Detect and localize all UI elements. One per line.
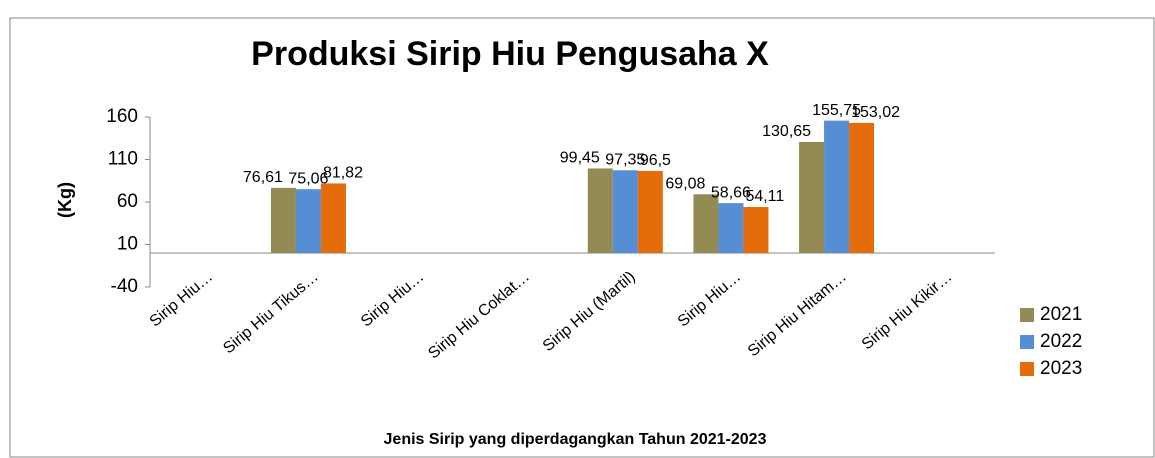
data-label: 153,02	[851, 104, 900, 121]
data-label: 69,08	[665, 176, 705, 193]
legend-swatch	[1020, 308, 1034, 322]
bar	[824, 120, 850, 253]
y-tick-label: 160	[106, 106, 138, 127]
data-label: 130,65	[762, 123, 811, 140]
bar	[612, 170, 638, 253]
data-label: 99,45	[560, 150, 600, 167]
legend-swatch	[1020, 362, 1034, 376]
bar	[270, 187, 296, 253]
bar	[320, 183, 346, 253]
bar	[637, 170, 663, 253]
data-label: 54,11	[745, 188, 784, 205]
bar	[295, 189, 321, 253]
bar	[743, 207, 769, 253]
bar	[799, 141, 825, 253]
legend-label: 2021	[1040, 304, 1082, 325]
data-label: 155,75	[812, 102, 861, 119]
bar	[849, 122, 875, 253]
chart-frame	[9, 17, 1155, 458]
bar	[718, 203, 744, 253]
data-label: 81,82	[323, 165, 363, 182]
y-axis-title: (Kg)	[55, 182, 75, 218]
data-label: 96,5	[640, 152, 671, 169]
chart-title: Produksi Sirip Hiu Pengusaha X	[251, 35, 769, 73]
y-tick-label: 110	[108, 149, 138, 170]
x-axis-title: Jenis Sirip yang diperdagangkan Tahun 20…	[384, 431, 767, 448]
y-tick-label: 60	[117, 191, 138, 212]
data-label: 58,66	[711, 184, 751, 201]
bar	[587, 168, 613, 253]
y-tick-label: -40	[111, 276, 138, 297]
data-label: 97,35	[605, 151, 645, 168]
legend-label: 2023	[1040, 358, 1082, 379]
legend-swatch	[1020, 335, 1034, 349]
legend-label: 2022	[1040, 331, 1082, 352]
bar	[693, 194, 719, 253]
y-tick-label: 10	[117, 234, 138, 255]
data-label: 76,61	[243, 169, 283, 186]
data-label: 75,06	[288, 170, 328, 187]
